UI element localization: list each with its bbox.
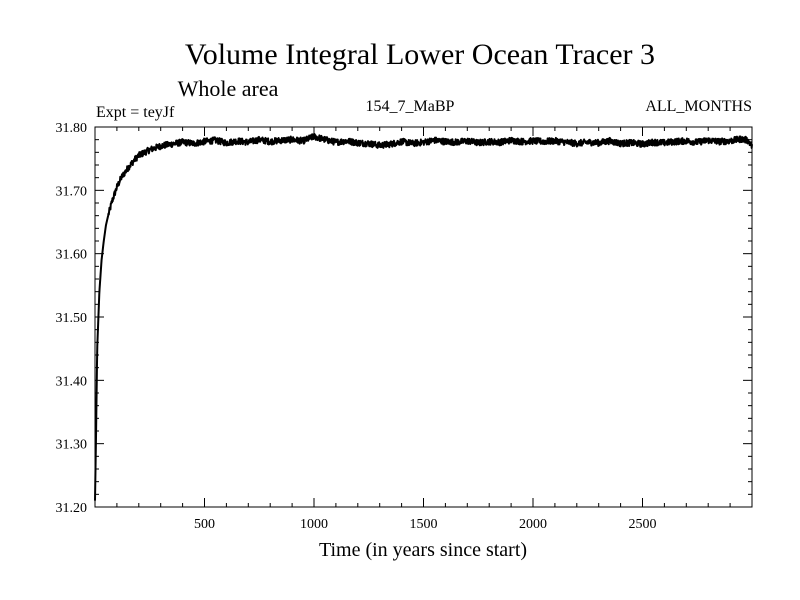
chart-title: Volume Integral Lower Ocean Tracer 3 bbox=[185, 38, 655, 71]
minor-ticks bbox=[95, 127, 752, 507]
chart-subtitle: Whole area bbox=[178, 76, 279, 101]
y-tick-label: 31.20 bbox=[56, 501, 88, 516]
tick-labels: 500 1000 1500 2000 2500 31.20 31.30 31.40 31.50 3… bbox=[56, 121, 657, 532]
y-tick-label: 31.30 bbox=[56, 438, 88, 453]
y-tick-label: 31.80 bbox=[56, 121, 88, 136]
series-line bbox=[94, 132, 753, 501]
x-tick-label: 1000 bbox=[300, 517, 328, 532]
expt-label: Expt = teyJf bbox=[96, 104, 175, 121]
run-label: 154_7_MaBP bbox=[366, 98, 455, 115]
y-tick-label: 31.40 bbox=[56, 374, 88, 389]
y-tick-label: 31.50 bbox=[56, 311, 88, 326]
y-tick-label: 31.60 bbox=[56, 248, 88, 263]
x-tick-label: 2500 bbox=[629, 517, 657, 532]
x-tick-label: 1500 bbox=[410, 517, 438, 532]
months-label: ALL_MONTHS bbox=[645, 98, 752, 115]
y-tick-label: 31.70 bbox=[56, 184, 88, 199]
x-tick-label: 500 bbox=[194, 517, 215, 532]
x-axis-label: Time (in years since start) bbox=[319, 539, 527, 561]
x-tick-label: 2000 bbox=[519, 517, 547, 532]
